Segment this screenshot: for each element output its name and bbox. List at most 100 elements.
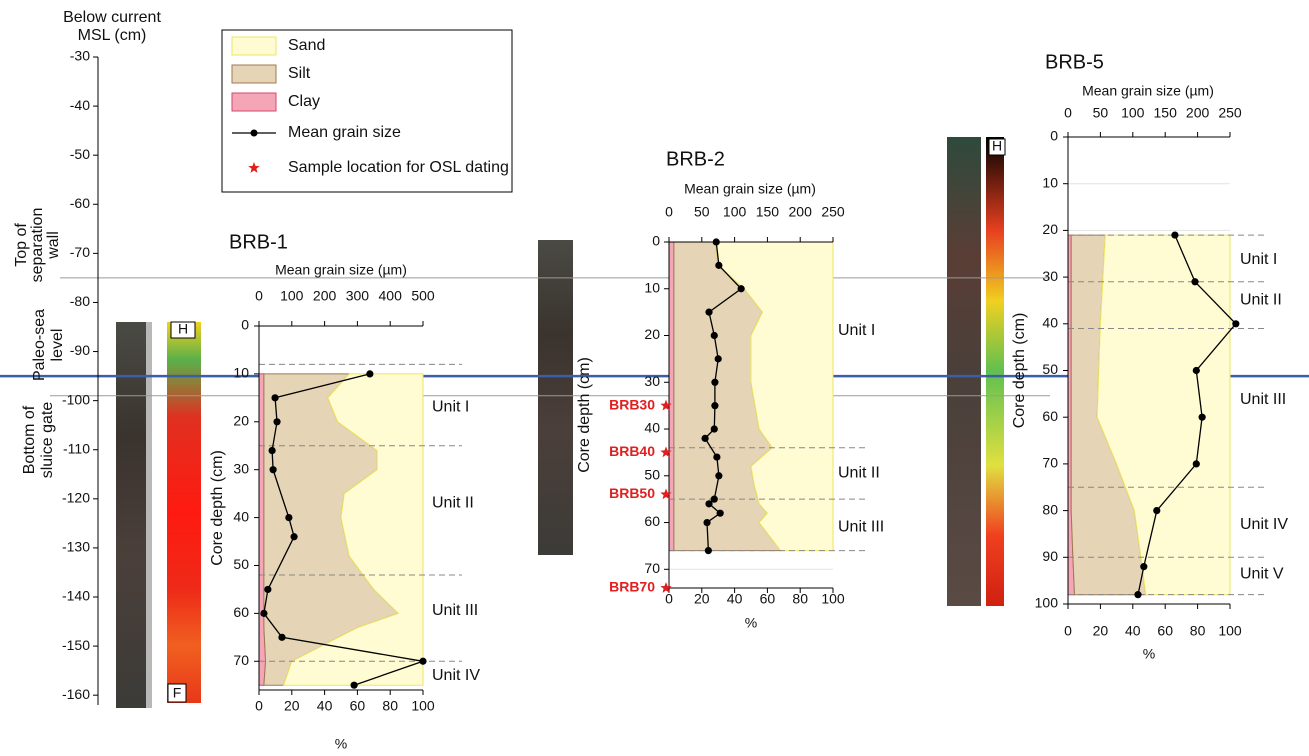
y-tick-label: 10 <box>644 279 660 295</box>
y-tick-label: -60 <box>70 195 90 211</box>
x2-tick-label: 0 <box>665 204 673 220</box>
y-tick-label: 0 <box>1050 128 1058 144</box>
unit-label: Unit II <box>1240 292 1282 309</box>
unit-label: Unit III <box>432 602 478 619</box>
grain-size-point <box>738 285 745 292</box>
y-tick-label: -130 <box>62 539 90 555</box>
grain-size-point <box>270 466 277 473</box>
chart-title: BRB-2 <box>666 148 725 170</box>
legend-swatch <box>232 37 276 55</box>
grain-size-point <box>703 519 710 526</box>
unit-label: Unit V <box>1240 565 1284 582</box>
x-axis-label: % <box>335 736 347 752</box>
sample-label: BRB50 <box>609 485 655 501</box>
y-tick-label: -90 <box>70 342 90 358</box>
y-tick-label: -100 <box>62 391 90 407</box>
y-tick-label: 10 <box>1042 174 1058 190</box>
y-tick-label: 0 <box>652 233 660 249</box>
legend-label: Sand <box>288 37 325 54</box>
x2-tick-label: 500 <box>411 288 435 304</box>
y-tick-label: -110 <box>63 440 90 456</box>
grain-size-point <box>1171 231 1178 238</box>
grain-size-point <box>711 425 718 432</box>
unit-label: Unit IV <box>1240 516 1288 533</box>
x-tick-label: 40 <box>727 591 743 607</box>
y-tick-label: 20 <box>1042 221 1058 237</box>
unit-label: Unit III <box>1240 391 1286 408</box>
x-tick-label: 20 <box>284 698 300 714</box>
grain-size-point <box>269 447 276 454</box>
grain-size-point <box>715 355 722 362</box>
x-tick-label: 100 <box>1218 623 1242 639</box>
y-tick-label: 50 <box>233 556 249 572</box>
x2-tick-label: 200 <box>789 204 813 220</box>
grain-size-point <box>290 533 297 540</box>
y-tick-label: -40 <box>70 97 90 113</box>
y-tick-label: 70 <box>1042 455 1058 471</box>
x2-axis-label: Mean grain size (µm) <box>684 181 816 197</box>
grain-size-point <box>705 500 712 507</box>
grain-size-point <box>711 332 718 339</box>
y-axis-label: Core depth (cm) <box>576 357 593 473</box>
unit-label: Unit I <box>432 399 469 416</box>
y-axis-label: Core depth (cm) <box>209 450 226 566</box>
grain-size-point <box>271 394 278 401</box>
core-scan <box>167 322 201 703</box>
legend-label: Mean grain size <box>288 124 401 141</box>
grain-size-point <box>701 435 708 442</box>
core-ruler <box>146 322 152 708</box>
legend-swatch <box>232 65 276 83</box>
unit-label: Unit II <box>432 494 474 511</box>
y-tick-label: 50 <box>1042 361 1058 377</box>
legend-label: Sample location for OSL dating <box>288 159 509 176</box>
y-tick-label: -150 <box>62 637 90 653</box>
grain-size-point <box>1134 591 1141 598</box>
grain-size-point <box>713 453 720 460</box>
chart-title: BRB-5 <box>1045 51 1104 73</box>
grain-size-point <box>285 514 292 521</box>
x2-tick-label: 100 <box>723 204 747 220</box>
y-tick-label: 10 <box>233 365 249 381</box>
grain-size-point <box>1193 460 1200 467</box>
y-tick-label: -140 <box>62 588 90 604</box>
axis-title: MSL (cm) <box>78 27 147 44</box>
y-tick-label: 60 <box>1042 408 1058 424</box>
x2-tick-label: 50 <box>1093 105 1109 121</box>
clay-area <box>669 242 674 551</box>
x-tick-label: 0 <box>665 591 673 607</box>
y-tick-label: 80 <box>1042 501 1058 517</box>
x-tick-label: 100 <box>821 591 845 607</box>
core-photo <box>538 240 573 555</box>
x-axis-label: % <box>1143 646 1155 662</box>
image-label: F <box>173 685 182 701</box>
y-tick-label: -50 <box>70 146 90 162</box>
reference-label: level <box>49 329 66 362</box>
x2-axis-label: Mean grain size (µm) <box>275 262 407 278</box>
x2-tick-label: 150 <box>756 204 780 220</box>
grain-size-point <box>278 634 285 641</box>
x2-tick-label: 300 <box>346 288 370 304</box>
unit-label: Unit I <box>1240 251 1277 268</box>
core-scan <box>986 137 1004 606</box>
y-tick-label: 20 <box>644 326 660 342</box>
x-tick-label: 80 <box>1190 623 1206 639</box>
axis-title: Below current <box>63 9 161 26</box>
y-tick-label: -160 <box>62 686 90 702</box>
grain-size-point <box>705 309 712 316</box>
y-tick-label: -120 <box>62 490 90 506</box>
y-tick-label: 60 <box>233 604 249 620</box>
core-images <box>116 137 1005 708</box>
x-tick-label: 60 <box>1157 623 1173 639</box>
x2-tick-label: 0 <box>1064 105 1072 121</box>
reference-label: Paleo-sea <box>31 309 48 381</box>
grain-size-point <box>705 547 712 554</box>
x2-tick-label: 200 <box>313 288 337 304</box>
grain-size-point <box>351 682 358 689</box>
y-tick-label: 60 <box>644 513 660 529</box>
x2-tick-label: 200 <box>1186 105 1210 121</box>
legend-label: Clay <box>288 93 320 110</box>
grain-size-point <box>264 586 271 593</box>
figure: Top ofseparationwallPaleo-sealevelBottom… <box>0 0 1309 756</box>
grain-size-point <box>1153 507 1160 514</box>
y-tick-label: 90 <box>1042 548 1058 564</box>
